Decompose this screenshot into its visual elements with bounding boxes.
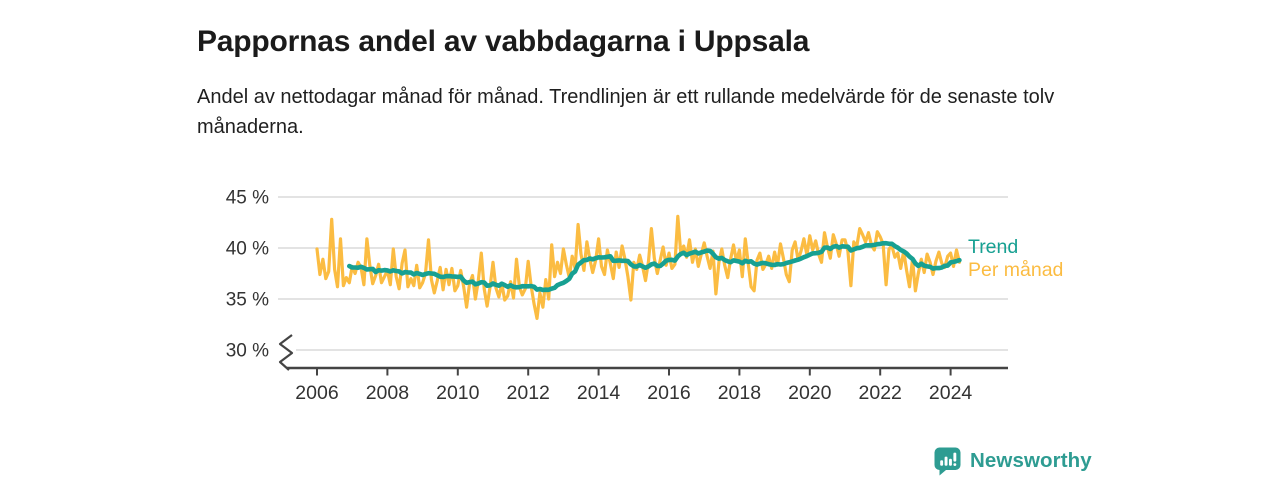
svg-text:40 %: 40 % — [226, 239, 269, 260]
svg-text:2006: 2006 — [295, 382, 338, 404]
svg-text:2010: 2010 — [436, 382, 480, 404]
newsworthy-brand-text: Newsworthy — [970, 449, 1092, 472]
page-title: Pappornas andel av vabbdagarna i Uppsala — [197, 25, 810, 59]
legend-trend-label: Trend — [968, 236, 1019, 258]
svg-text:2008: 2008 — [366, 382, 409, 404]
legend-per-manad-label: Per månad — [968, 259, 1064, 281]
svg-text:2024: 2024 — [929, 382, 973, 404]
newsworthy-logo: Newsworthy — [933, 446, 1092, 476]
chart-subtitle: Andel av nettodagar månad för månad. Tre… — [197, 86, 1055, 138]
svg-text:2016: 2016 — [647, 382, 690, 404]
svg-text:2012: 2012 — [507, 382, 550, 404]
svg-text:2020: 2020 — [788, 382, 832, 404]
svg-text:2018: 2018 — [718, 382, 761, 404]
svg-text:2014: 2014 — [577, 382, 621, 404]
svg-text:45 %: 45 % — [226, 188, 269, 209]
svg-text:2022: 2022 — [859, 382, 902, 404]
svg-text:35 %: 35 % — [226, 290, 269, 311]
newsworthy-speech-bubble-bar-chart-icon — [934, 447, 961, 476]
svg-text:30 %: 30 % — [226, 341, 269, 362]
